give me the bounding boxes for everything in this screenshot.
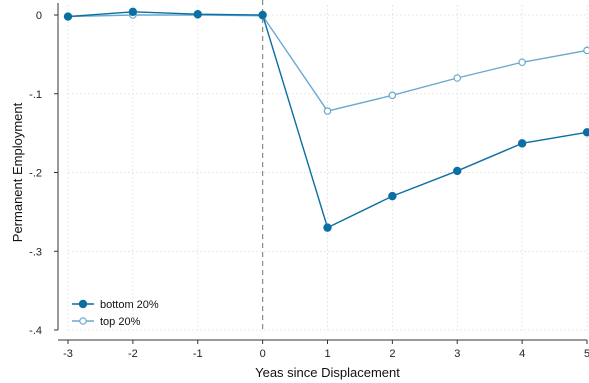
series-1 [64,11,589,115]
legend-marker-1 [79,317,87,325]
legend-marker-0 [78,299,88,309]
data-point-0-7 [517,139,527,148]
y-ticks: 0 -.1 -.2 -.3 -.4 [29,10,58,337]
y-tick-label-2: -.2 [29,168,42,180]
x-tick-label-0: -3 [63,348,73,360]
x-tick-label-5: 2 [389,348,395,360]
series-0 [63,7,589,232]
y-tick-label-4: -.4 [29,325,42,337]
data-point-0-2 [193,10,202,19]
data-point-0-8 [582,128,589,137]
data-point-1-4 [323,107,332,115]
y-tick-label-1: -.1 [29,89,42,101]
x-tick-label-1: -2 [128,348,138,360]
series-line-0 [67,11,588,229]
series [63,7,589,232]
data-point-0-3 [258,10,267,20]
x-ticks: -3 -2 -1 0 1 2 3 4 5 [63,340,589,360]
x-axis-title: Yeas since Displacement [255,365,400,380]
grid [67,5,588,331]
x-tick-label-4: 1 [324,348,330,360]
data-point-1-6 [453,74,462,82]
x-tick-label-3: 0 [260,348,266,360]
data-point-1-8 [583,46,589,55]
data-point-0-6 [453,166,462,176]
data-point-0-1 [128,7,138,17]
x-tick-label-8: 5 [584,348,589,360]
data-point-1-7 [518,58,526,67]
y-axis-title: Permanent Employment [10,102,25,242]
data-point-0-0 [63,12,73,21]
x-tick-label-7: 4 [519,348,525,360]
y-tick-label-3: -.3 [29,246,42,258]
legend-label-0: bottom 20% [100,299,159,311]
data-point-0-4 [323,223,332,232]
legend-label-1: top 20% [100,316,141,328]
x-tick-label-6: 3 [454,348,460,360]
legend: bottom 20% top 20% [72,299,159,328]
x-tick-label-2: -1 [193,348,203,360]
data-point-0-5 [388,191,397,201]
y-tick-label-0: 0 [36,10,42,22]
axes [57,3,587,341]
data-point-1-5 [388,91,397,100]
